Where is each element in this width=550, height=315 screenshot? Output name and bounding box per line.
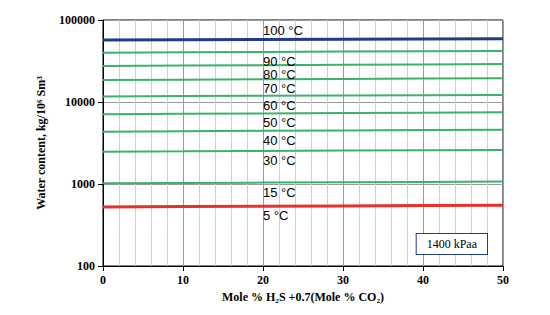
svg-text:40: 40	[417, 273, 429, 287]
svg-text:20: 20	[257, 273, 269, 287]
svg-text:100000: 100000	[59, 13, 95, 27]
svg-text:100 °C: 100 °C	[263, 23, 303, 38]
svg-text:100: 100	[77, 259, 95, 273]
svg-text:50 °C: 50 °C	[263, 115, 296, 130]
svg-text:10000: 10000	[65, 95, 95, 109]
svg-text:Water content, kg/10⁶ Sm³: Water content, kg/10⁶ Sm³	[34, 76, 48, 210]
svg-text:70 °C: 70 °C	[263, 81, 296, 96]
svg-text:80 °C: 80 °C	[263, 67, 296, 82]
svg-text:60 °C: 60 °C	[263, 98, 296, 113]
svg-text:5 °C: 5 °C	[263, 208, 288, 223]
svg-text:15 °C: 15 °C	[263, 185, 296, 200]
svg-text:1400 kPaa: 1400 kPaa	[427, 237, 478, 251]
svg-text:30: 30	[337, 273, 349, 287]
svg-text:50: 50	[497, 273, 509, 287]
svg-text:Mole % H₂S +0.7(Mole % CO₂): Mole % H₂S +0.7(Mole % CO₂)	[222, 290, 384, 304]
svg-text:90 °C: 90 °C	[263, 53, 296, 69]
svg-text:30 °C: 30 °C	[263, 153, 296, 168]
svg-text:1000: 1000	[71, 177, 95, 191]
svg-text:10: 10	[177, 273, 189, 287]
svg-text:0: 0	[100, 273, 106, 287]
svg-text:40 °C: 40 °C	[263, 133, 296, 148]
